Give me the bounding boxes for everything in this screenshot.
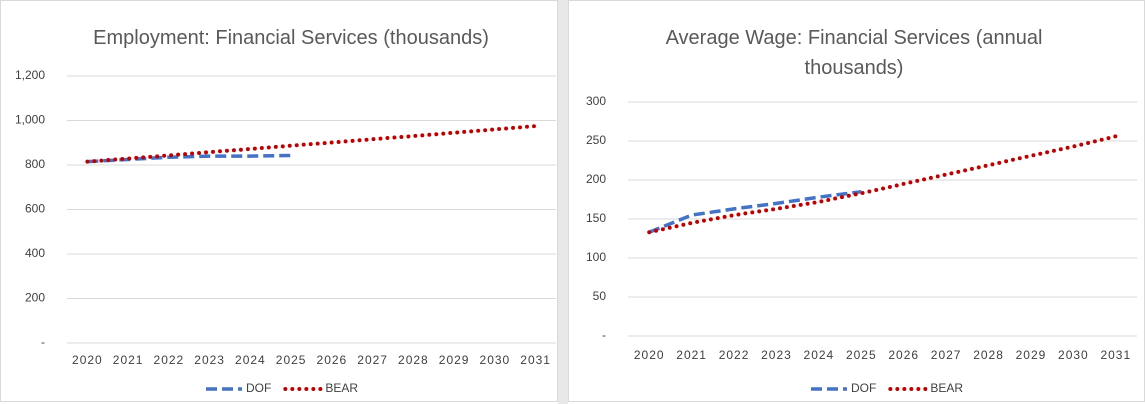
y-tick-label: 150 — [586, 211, 606, 225]
x-tick-label: 2031 — [520, 353, 551, 367]
x-tick-label: 2030 — [480, 353, 511, 367]
x-tick-label: 2026 — [317, 353, 348, 367]
y-tick-label: 800 — [25, 157, 45, 171]
x-tick-label: 2026 — [888, 348, 919, 362]
x-tick-label: 2021 — [113, 353, 144, 367]
chart: - 50 100 150 200 250 300 2020 2021 2022 2023 2024 20… — [586, 94, 1137, 395]
legend-label: DOF — [851, 381, 876, 395]
chart: - 200 400 600 800 1,000 1,200 2020 2021 2022 2023 2… — [15, 68, 556, 395]
x-tick-label: 2029 — [439, 353, 470, 367]
x-tick-label: 2023 — [194, 353, 225, 367]
x-tick-label: 2022 — [719, 348, 750, 362]
x-tick-label: 2025 — [276, 353, 307, 367]
x-tick-label: 2031 — [1100, 348, 1131, 362]
y-tick-label: 50 — [593, 289, 607, 303]
y-tick-label: 200 — [586, 172, 606, 186]
series-line — [648, 189, 862, 234]
x-tick-label: 2030 — [1058, 348, 1089, 362]
y-tick-label: - — [602, 328, 606, 342]
x-tick-label: 2020 — [634, 348, 665, 362]
y-tick-label: 400 — [25, 246, 45, 260]
y-tick-label: 100 — [586, 250, 606, 264]
x-tick-label: 2020 — [72, 353, 103, 367]
x-tick-label: 2022 — [154, 353, 185, 367]
x-tick-label: 2027 — [931, 348, 962, 362]
y-tick-label: 1,000 — [15, 113, 45, 127]
chart-panel: Employment: Financial Services (thousand… — [0, 0, 558, 402]
legend-label: DOF — [246, 381, 271, 395]
legend-label: BEAR — [325, 381, 358, 395]
x-tick-label: 2028 — [398, 353, 429, 367]
divider — [558, 0, 568, 404]
x-tick-label: 2027 — [357, 353, 388, 367]
chart-title: Employment: Financial Services (thousand… — [93, 27, 489, 49]
series-line — [87, 153, 292, 164]
y-tick-label: 250 — [586, 133, 606, 147]
series-line — [85, 124, 538, 164]
legend-label: BEAR — [930, 381, 963, 395]
x-tick-label: 2029 — [1016, 348, 1047, 362]
x-tick-label: 2023 — [761, 348, 792, 362]
x-tick-label: 2021 — [676, 348, 707, 362]
y-tick-label: 200 — [25, 291, 45, 305]
chart-panel: Average Wage: Financial Services (annual… — [568, 0, 1145, 402]
y-tick-label: 600 — [25, 202, 45, 216]
chart-title: Average Wage: Financial Services (annual… — [665, 27, 1043, 79]
x-tick-label: 2024 — [235, 353, 266, 367]
series-line — [647, 134, 1118, 235]
y-tick-label: 1,200 — [15, 68, 45, 82]
y-tick-label: 300 — [586, 94, 606, 108]
y-tick-label: - — [41, 335, 45, 349]
x-tick-label: 2028 — [973, 348, 1004, 362]
x-tick-label: 2024 — [804, 348, 835, 362]
x-tick-label: 2025 — [846, 348, 877, 362]
